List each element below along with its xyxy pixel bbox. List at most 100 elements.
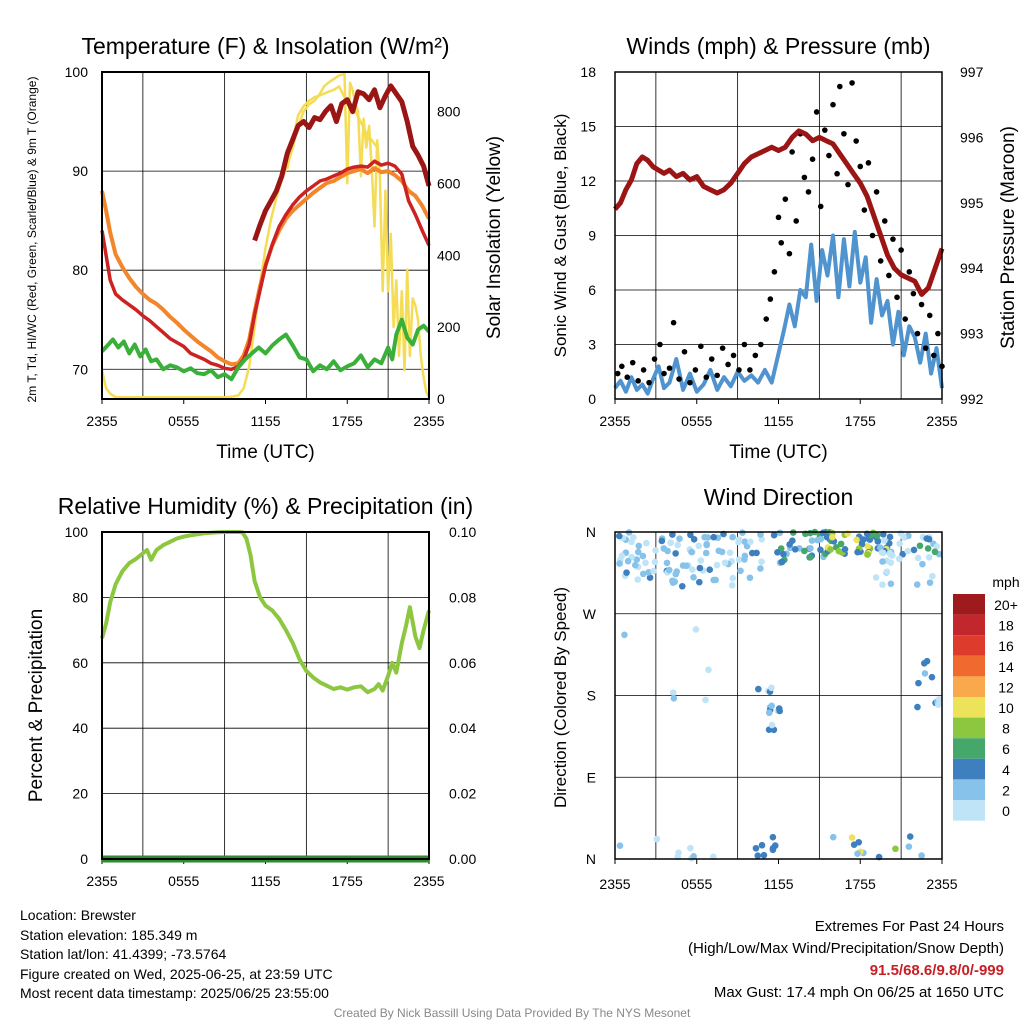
series-line-hiwc: [252, 83, 432, 242]
gust-point: [926, 312, 933, 319]
gust-point: [624, 374, 631, 381]
series-line-temp: [100, 159, 431, 372]
x-tick-label: 0555: [681, 876, 712, 892]
direction-point: [864, 551, 871, 558]
extremes-values: 91.5/68.6/9.8/0/-999: [869, 962, 1004, 979]
direction-point: [873, 532, 881, 539]
direction-point: [887, 559, 895, 566]
legend-swatch: [953, 635, 985, 656]
direction-point: [791, 545, 799, 553]
direction-point: [801, 547, 808, 555]
direction-point: [696, 564, 704, 572]
gust-point: [830, 101, 836, 108]
extremes-info: Extremes For Past 24 Hours (High/Low/Max…: [688, 916, 1004, 1004]
y-axis-label: Sonic Wind & Gust (Blue, Black): [551, 114, 570, 358]
y-right-tick-label: 800: [437, 104, 461, 120]
direction-point: [920, 660, 928, 667]
y-right-tick-label: 995: [960, 195, 984, 211]
direction-point: [631, 561, 639, 569]
direction-point: [616, 842, 624, 849]
direction-point: [741, 538, 749, 545]
direction-point: [669, 689, 677, 696]
gust-point: [822, 127, 828, 133]
direction-point: [690, 853, 697, 860]
x-tick-label: 0555: [168, 413, 199, 429]
direction-point: [741, 556, 748, 563]
gust-point: [853, 138, 859, 144]
gust-point: [698, 343, 704, 350]
direction-point: [823, 533, 831, 541]
direction-point: [639, 552, 647, 560]
y-tick-label: 100: [65, 524, 89, 540]
gust-point: [809, 156, 816, 162]
series-line-wind: [613, 229, 944, 396]
y-tick-label: 0: [588, 391, 596, 407]
chart-title: Wind Direction: [704, 484, 854, 510]
direction-point: [885, 540, 893, 547]
direction-point: [914, 703, 921, 711]
direction-point: [765, 709, 773, 717]
series-line-solar: [100, 72, 431, 399]
direction-point: [829, 833, 837, 841]
direction-point: [757, 565, 764, 572]
direction-point: [874, 537, 882, 545]
direction-point: [914, 554, 922, 562]
gust-point: [714, 372, 720, 379]
y-axis-label: 2m T, Td, HI/WC (Red, Green, Scarlet/Blu…: [25, 77, 39, 403]
gust-point: [869, 232, 876, 239]
y-right-axis-label: Solar Insolation (Yellow): [484, 136, 505, 339]
gust-point: [881, 218, 888, 224]
direction-point: [735, 556, 743, 563]
plot-frame: [614, 71, 943, 400]
x-tick-label: 2355: [599, 413, 630, 429]
speed-legend: mph 20+ 18 16 14 12 10 8 6 4 2 0: [953, 574, 1020, 821]
direction-point: [646, 574, 654, 581]
direction-point: [755, 685, 762, 693]
direction-point: [635, 542, 643, 550]
x-tick-label: 1755: [845, 876, 876, 892]
direction-point: [712, 576, 719, 584]
x-axis-label: Time (UTC): [216, 442, 315, 463]
y-tick-label: 90: [72, 163, 88, 179]
gust-point: [640, 367, 647, 373]
gust-point: [805, 189, 812, 195]
gust-point: [719, 345, 726, 351]
y-right-tick-label: 0.06: [449, 655, 476, 671]
direction-point: [928, 673, 936, 681]
station-location: Location: Brewster: [20, 907, 136, 923]
legend-label: 14: [998, 659, 1014, 675]
direction-point: [774, 548, 781, 556]
y-tick-label: 100: [65, 64, 89, 80]
y-right-tick-label: 0.08: [449, 589, 476, 605]
direction-point: [817, 535, 825, 543]
direction-point: [623, 569, 630, 576]
gust-point: [771, 269, 778, 275]
direction-point: [651, 558, 659, 566]
legend-swatch: [953, 676, 985, 697]
direction-point: [615, 532, 623, 540]
direction-point: [786, 541, 793, 548]
legend-swatch: [953, 738, 985, 759]
direction-point: [696, 578, 703, 586]
direction-point: [769, 833, 777, 841]
gust-point: [767, 296, 774, 302]
gust-point: [817, 203, 824, 210]
x-tick-label: 2355: [86, 873, 117, 889]
direction-point: [670, 695, 678, 702]
legend-swatch: [953, 614, 985, 636]
direction-point: [768, 721, 776, 729]
gust-point: [687, 379, 693, 386]
direction-point: [729, 533, 736, 541]
direction-point: [692, 626, 700, 633]
x-tick-label: 2355: [413, 873, 444, 889]
direction-point: [918, 852, 925, 859]
x-tick-label: 1755: [332, 873, 363, 889]
direction-point: [808, 537, 816, 544]
gust-point: [646, 379, 652, 386]
direction-point: [806, 554, 814, 561]
direction-point: [931, 548, 939, 556]
direction-point: [747, 538, 754, 546]
y-tick-label: 15: [580, 119, 596, 135]
direction-point: [878, 549, 886, 556]
